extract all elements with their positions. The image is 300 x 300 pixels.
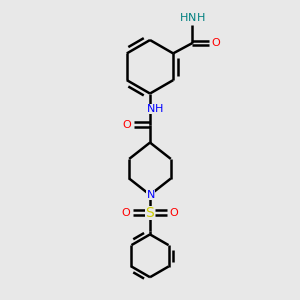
- Text: O: O: [123, 120, 131, 130]
- Text: O: O: [122, 208, 130, 218]
- Text: O: O: [211, 38, 220, 48]
- Text: S: S: [146, 206, 154, 220]
- Text: N: N: [188, 13, 197, 23]
- Text: H: H: [155, 104, 164, 114]
- Text: O: O: [169, 208, 178, 218]
- Text: H: H: [180, 13, 188, 23]
- Text: H: H: [196, 13, 205, 23]
- Text: N: N: [146, 104, 155, 114]
- Text: N: N: [146, 190, 155, 200]
